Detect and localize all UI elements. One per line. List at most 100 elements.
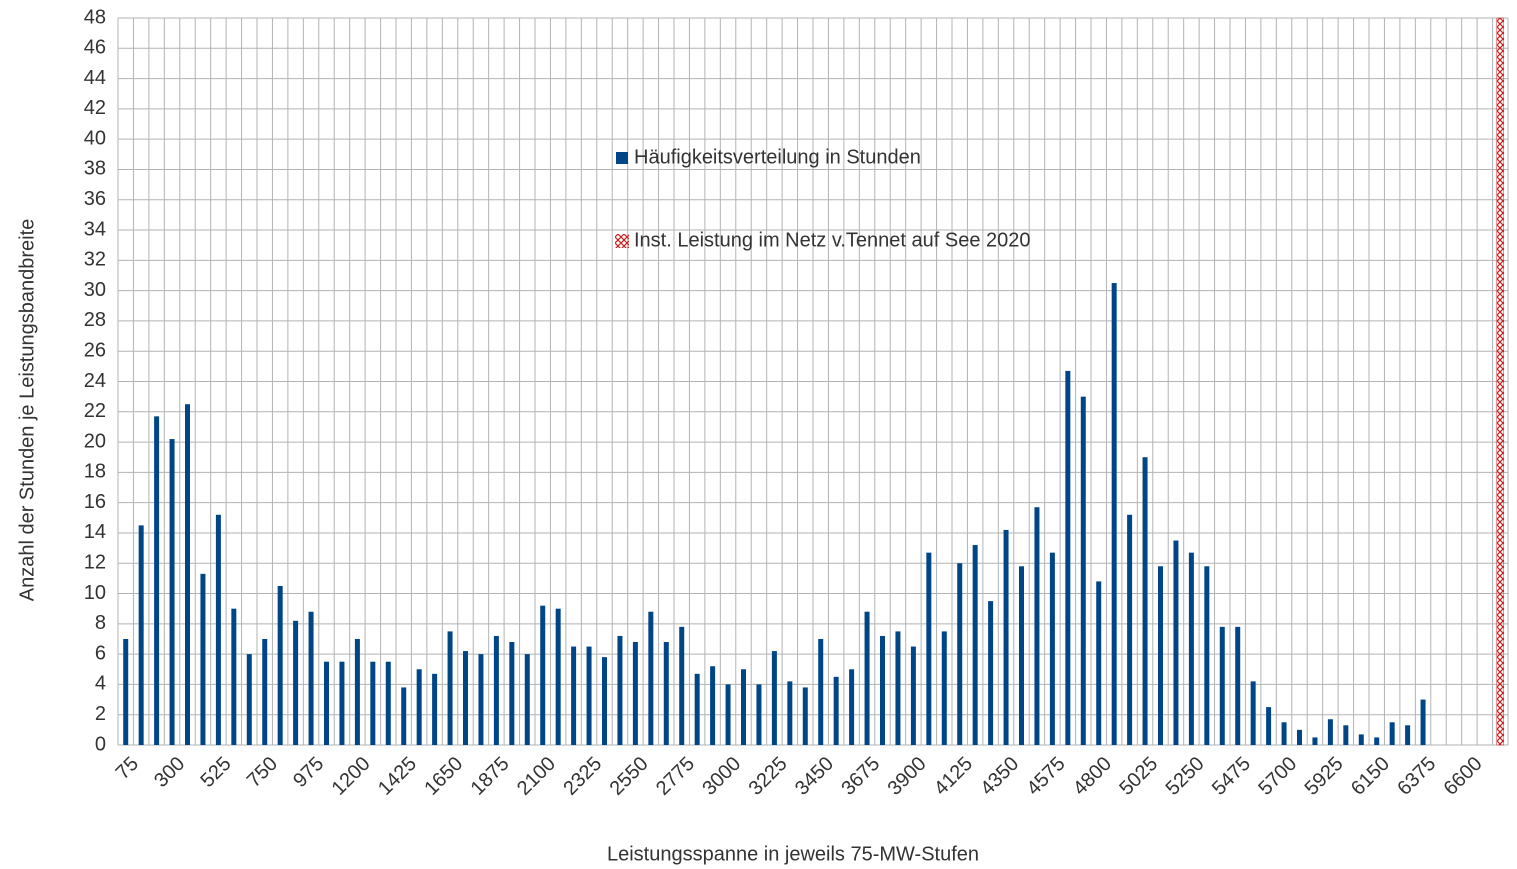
bar bbox=[679, 626, 685, 745]
bar bbox=[1420, 699, 1426, 745]
bar bbox=[771, 651, 777, 745]
bar bbox=[555, 608, 561, 745]
y-tick-label: 42 bbox=[84, 97, 106, 119]
x-axis-label: Leistungsspanne in jeweils 75-MW-Stufen bbox=[607, 843, 979, 865]
bar bbox=[1111, 283, 1117, 745]
y-tick-label: 18 bbox=[84, 461, 106, 483]
x-tick-label: 4350 bbox=[976, 753, 1023, 800]
bar bbox=[200, 573, 206, 745]
y-tick-label: 20 bbox=[84, 430, 106, 452]
bar bbox=[478, 654, 484, 745]
y-tick-label: 44 bbox=[84, 67, 106, 89]
y-tick-label: 2 bbox=[95, 703, 106, 725]
bar bbox=[354, 638, 360, 745]
y-tick-label: 36 bbox=[84, 188, 106, 210]
bar bbox=[1266, 707, 1272, 745]
x-tick-label: 1650 bbox=[420, 753, 467, 800]
x-tick-label: 4575 bbox=[1023, 753, 1070, 800]
bar bbox=[432, 673, 438, 745]
bar bbox=[1065, 370, 1071, 745]
y-tick-label: 14 bbox=[84, 521, 106, 543]
bar bbox=[602, 657, 607, 745]
x-tick-label: 6600 bbox=[1440, 753, 1487, 800]
x-tick-label: 4800 bbox=[1069, 753, 1116, 800]
x-tick-label: 3225 bbox=[745, 753, 792, 800]
bar bbox=[308, 611, 314, 745]
x-tick-label: 1875 bbox=[467, 753, 514, 800]
y-tick-label: 24 bbox=[84, 370, 106, 392]
y-tick-label: 32 bbox=[84, 249, 106, 271]
bar bbox=[648, 611, 654, 745]
y-tick-label: 48 bbox=[84, 6, 106, 28]
bar bbox=[910, 646, 916, 745]
x-tick-label: 4125 bbox=[930, 753, 977, 800]
x-tick-label: 3675 bbox=[837, 753, 884, 800]
y-axis-label: Anzahl der Stunden je Leistungsbandbreit… bbox=[16, 219, 38, 602]
bar bbox=[988, 601, 994, 745]
x-tick-label: 3450 bbox=[791, 753, 838, 800]
bar bbox=[1204, 566, 1210, 745]
bar bbox=[756, 684, 762, 745]
x-tick-label: 5025 bbox=[1115, 753, 1162, 800]
bar bbox=[169, 439, 175, 745]
bar bbox=[632, 642, 638, 745]
bar bbox=[463, 651, 468, 745]
bar bbox=[972, 545, 978, 745]
x-tick-label: 975 bbox=[289, 753, 328, 792]
bar bbox=[123, 638, 129, 745]
bar bbox=[493, 635, 499, 745]
bar bbox=[1049, 552, 1055, 745]
x-tick-label: 750 bbox=[243, 753, 282, 792]
bar bbox=[663, 642, 669, 745]
bar bbox=[849, 669, 855, 745]
bar bbox=[1389, 722, 1395, 745]
bar bbox=[1250, 681, 1256, 745]
bar bbox=[1142, 457, 1148, 745]
x-tick-label: 2775 bbox=[652, 753, 699, 800]
x-tick-label: 5475 bbox=[1208, 753, 1255, 800]
x-tick-label: 6150 bbox=[1347, 753, 1394, 800]
bar bbox=[262, 638, 268, 745]
bar bbox=[277, 585, 283, 745]
bar bbox=[385, 661, 391, 745]
bar bbox=[1188, 552, 1194, 745]
y-tick-label: 6 bbox=[95, 642, 106, 664]
bar bbox=[524, 654, 530, 745]
x-tick-label: 1425 bbox=[374, 753, 421, 800]
bar bbox=[694, 673, 700, 745]
bar bbox=[1374, 737, 1380, 745]
y-tick-label: 26 bbox=[84, 339, 106, 361]
bar bbox=[215, 514, 221, 745]
bar bbox=[941, 631, 947, 745]
legend-swatch bbox=[615, 234, 629, 248]
x-tick-label: 2100 bbox=[513, 753, 560, 800]
x-tick-label: 75 bbox=[112, 753, 143, 784]
bar bbox=[509, 642, 515, 745]
bar bbox=[1312, 737, 1318, 745]
legend-label: Inst. Leistung im Netz v.Tennet auf See … bbox=[634, 229, 1031, 251]
bar bbox=[401, 687, 407, 745]
x-tick-label: 300 bbox=[150, 753, 189, 792]
bar bbox=[1281, 722, 1287, 745]
bar bbox=[1034, 507, 1040, 745]
x-tick-label: 3000 bbox=[698, 753, 745, 800]
bar bbox=[617, 635, 623, 745]
bar bbox=[1127, 514, 1133, 745]
y-tick-label: 30 bbox=[84, 279, 106, 301]
bar bbox=[1003, 529, 1009, 745]
y-tick-label: 10 bbox=[84, 582, 106, 604]
bar bbox=[1358, 734, 1364, 745]
x-tick-label: 5700 bbox=[1254, 753, 1301, 800]
bar bbox=[895, 631, 901, 745]
bar bbox=[787, 681, 793, 745]
bar bbox=[586, 646, 592, 745]
bar bbox=[571, 646, 577, 745]
bar bbox=[1297, 729, 1302, 745]
x-tick-label: 3900 bbox=[884, 753, 931, 800]
bar bbox=[138, 525, 144, 745]
bar bbox=[293, 620, 299, 745]
legend-swatch bbox=[616, 152, 628, 164]
bar bbox=[339, 661, 345, 745]
x-tick-label: 2325 bbox=[559, 753, 606, 800]
